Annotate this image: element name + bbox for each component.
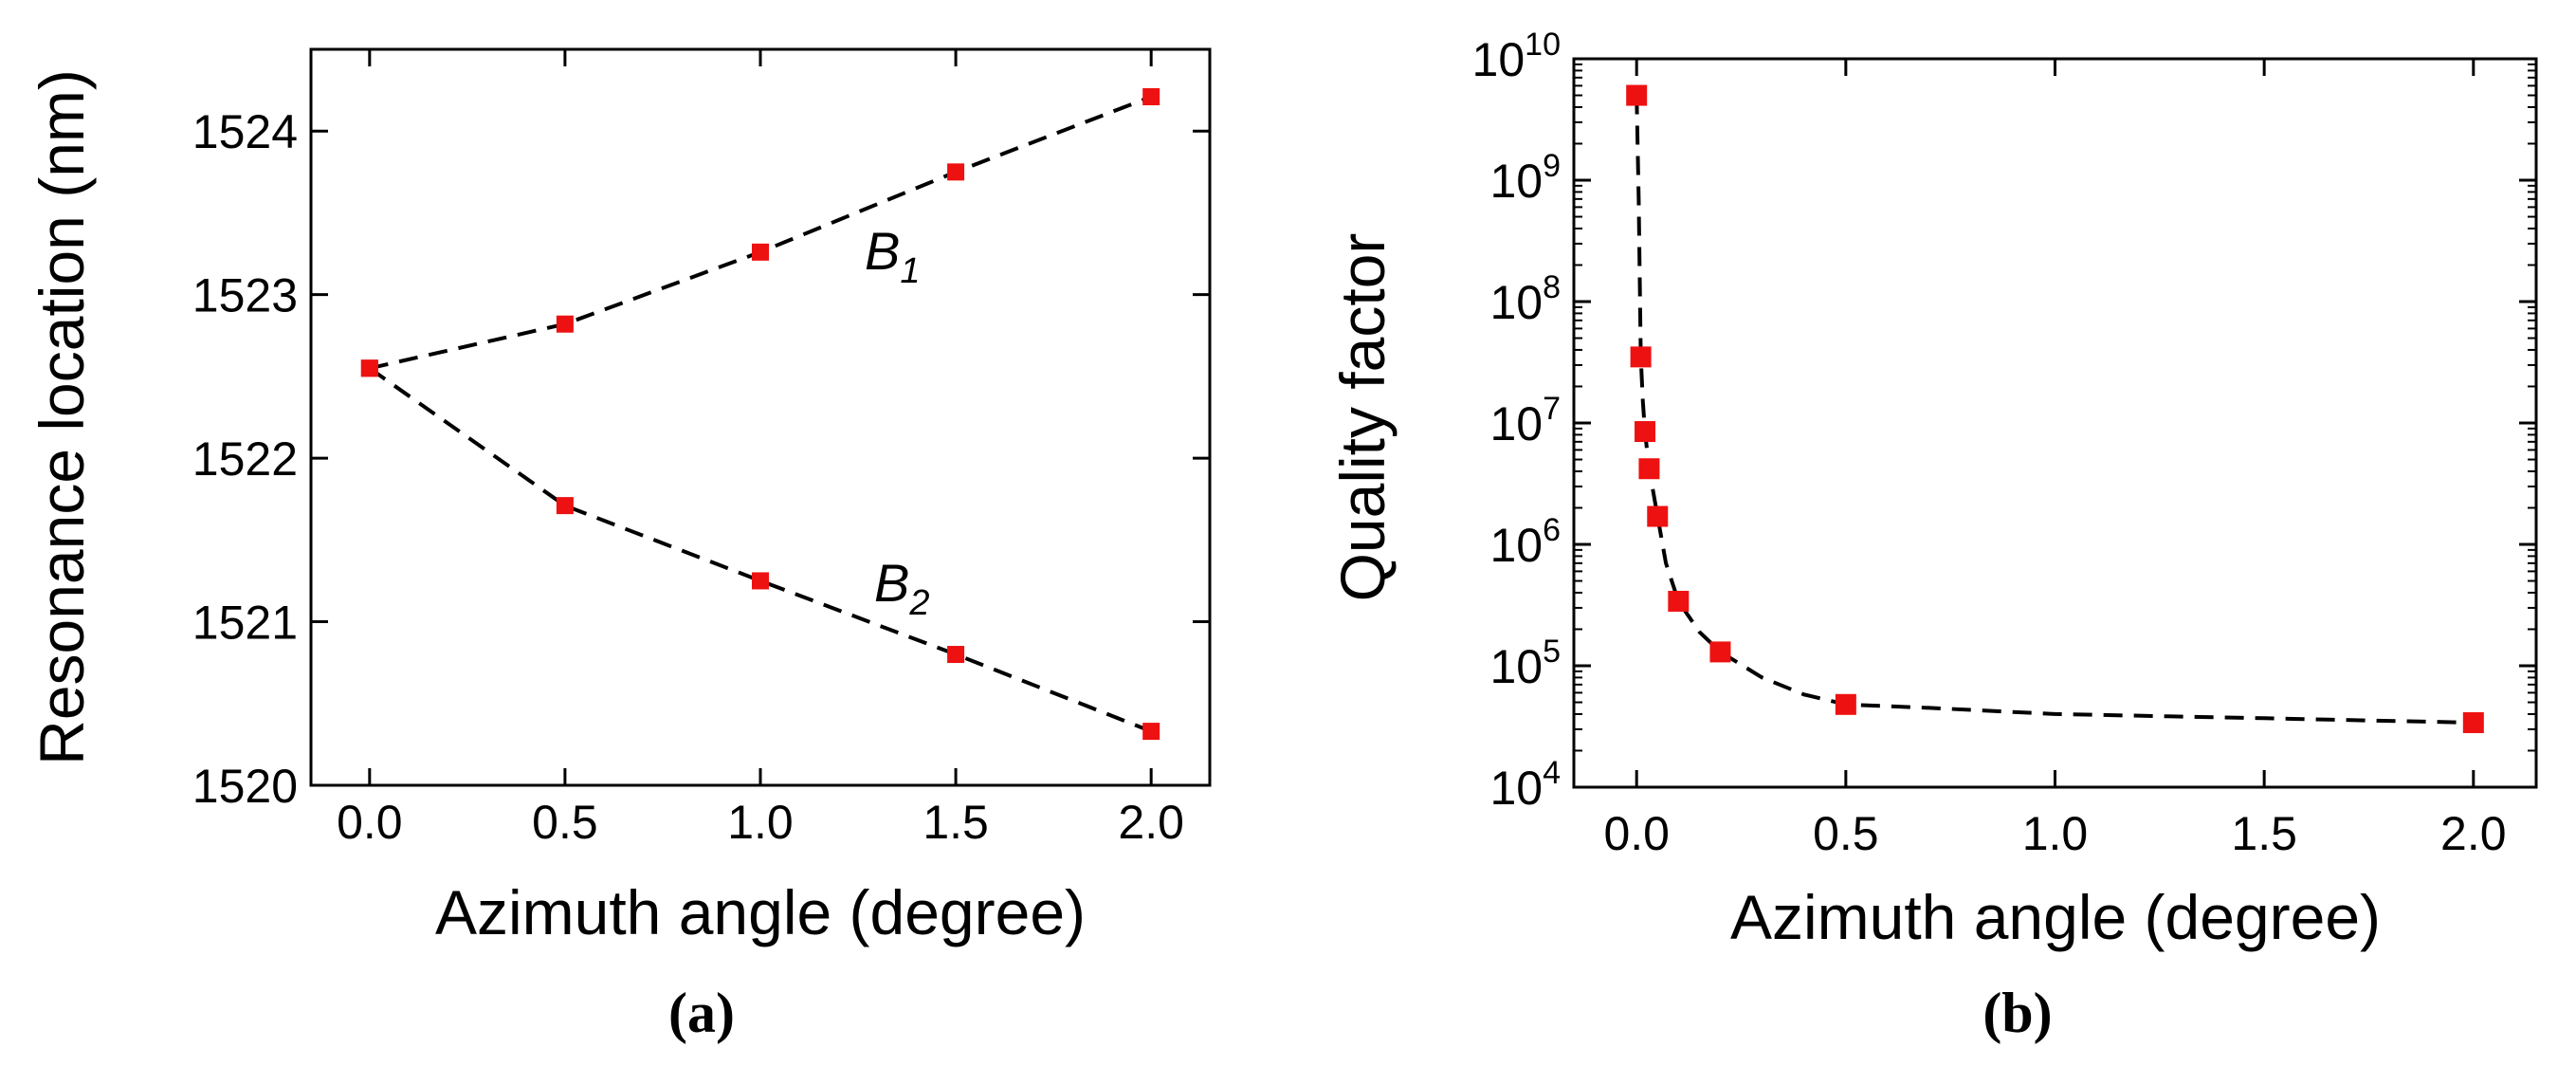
- data-point-b2: [752, 572, 769, 590]
- series-lines-a: [368, 95, 1152, 733]
- y-tick-label-b: 104: [1489, 755, 1561, 815]
- data-points-b: [1626, 84, 2484, 733]
- y-tick-label-b: 105: [1489, 634, 1561, 693]
- data-point-q: [1635, 421, 1656, 443]
- y-tick-base: 10: [1489, 640, 1543, 693]
- x-tick-label-b: 0.5: [1813, 807, 1879, 860]
- y-tick-label-b: 109: [1489, 148, 1561, 208]
- ticks-a: 0.0 0.5 1.0 1.5 2.0 1520 1521 1522 1523 1524: [192, 49, 1210, 849]
- y-tick-label-a: 1522: [192, 432, 298, 486]
- y-tick-exponent: 6: [1543, 512, 1561, 548]
- chart-a: 0.0 0.5 1.0 1.5 2.0 1520 1521 1522 1523 1524 B1 B…: [27, 47, 1212, 1044]
- plot-frame-b: [1572, 57, 2538, 789]
- series-line-b1: [369, 95, 1152, 371]
- y-tick-exponent: 9: [1543, 148, 1561, 184]
- y-tick-exponent: 8: [1543, 269, 1561, 305]
- y-axis-title-b: Quality factor: [1327, 233, 1398, 602]
- x-tick-label-a: 0.0: [337, 796, 403, 849]
- x-tick-label-b: 1.0: [2022, 807, 2089, 860]
- y-tick-label-b: 107: [1489, 391, 1561, 450]
- y-tick-label-b: 108: [1489, 269, 1561, 329]
- y-tick-exponent: 10: [1525, 27, 1561, 63]
- x-tick-label-b: 1.5: [2231, 807, 2297, 860]
- y-tick-label-a: 1524: [192, 105, 298, 158]
- x-tick-label-a: 1.5: [923, 796, 989, 849]
- x-axis-title-a: Azimuth angle (degree): [435, 877, 1086, 947]
- data-point-q: [1835, 693, 1856, 715]
- y-tick-base: 10: [1489, 519, 1543, 572]
- data-point-q: [1709, 641, 1731, 663]
- x-axis-title-b: Azimuth angle (degree): [1730, 882, 2381, 952]
- y-tick-exponent: 4: [1543, 755, 1561, 791]
- y-tick-label-a: 1521: [192, 597, 298, 650]
- y-tick-base: 10: [1489, 155, 1543, 208]
- y-tick-label-b: 106: [1489, 512, 1561, 572]
- data-point-b2: [947, 646, 965, 664]
- x-tick-label-a: 0.5: [532, 796, 598, 849]
- plot-frame-a: [309, 47, 1212, 787]
- data-point-b1: [752, 243, 769, 261]
- data-point-b1: [1142, 88, 1160, 106]
- panel-label-b: (b): [1982, 982, 2052, 1044]
- y-tick-label-a: 1520: [192, 760, 298, 813]
- data-point-b2: [556, 497, 574, 515]
- y-tick-label-a: 1523: [192, 269, 298, 322]
- series-line-b2: [368, 366, 1152, 733]
- fit-line-b: [1635, 95, 2474, 725]
- label-b1: B1: [865, 221, 921, 291]
- y-tick-label-b: 1010: [1472, 27, 1561, 86]
- data-point-b1: [556, 315, 574, 333]
- x-tick-label-a: 1.0: [727, 796, 794, 849]
- panel-label-a: (a): [668, 982, 735, 1044]
- y-tick-base: 10: [1489, 397, 1543, 450]
- data-point-q: [2462, 711, 2484, 733]
- data-point-q: [1668, 590, 1690, 612]
- data-point-b2: [1142, 723, 1160, 741]
- y-axis-title-a: Resonance location (nm): [27, 69, 97, 765]
- y-tick-base: 10: [1472, 33, 1526, 86]
- label-b2: B2: [874, 553, 930, 623]
- x-tick-label-b: 2.0: [2440, 807, 2507, 860]
- data-point-q: [1630, 346, 1652, 368]
- data-point-q: [1638, 458, 1660, 480]
- data-point-q: [1626, 84, 1648, 106]
- y-tick-exponent: 5: [1543, 634, 1561, 670]
- y-tick-exponent: 7: [1543, 391, 1561, 427]
- data-point-b1: [947, 163, 965, 181]
- series-lines-b: [1635, 95, 2474, 725]
- data-point-q: [1647, 505, 1669, 527]
- x-tick-label-a: 2.0: [1118, 796, 1184, 849]
- data-point-b2: [360, 359, 378, 377]
- x-tick-label-b: 0.0: [1603, 807, 1670, 860]
- y-tick-base: 10: [1489, 276, 1543, 329]
- data-points-a: [360, 88, 1160, 741]
- y-tick-base: 10: [1489, 762, 1543, 815]
